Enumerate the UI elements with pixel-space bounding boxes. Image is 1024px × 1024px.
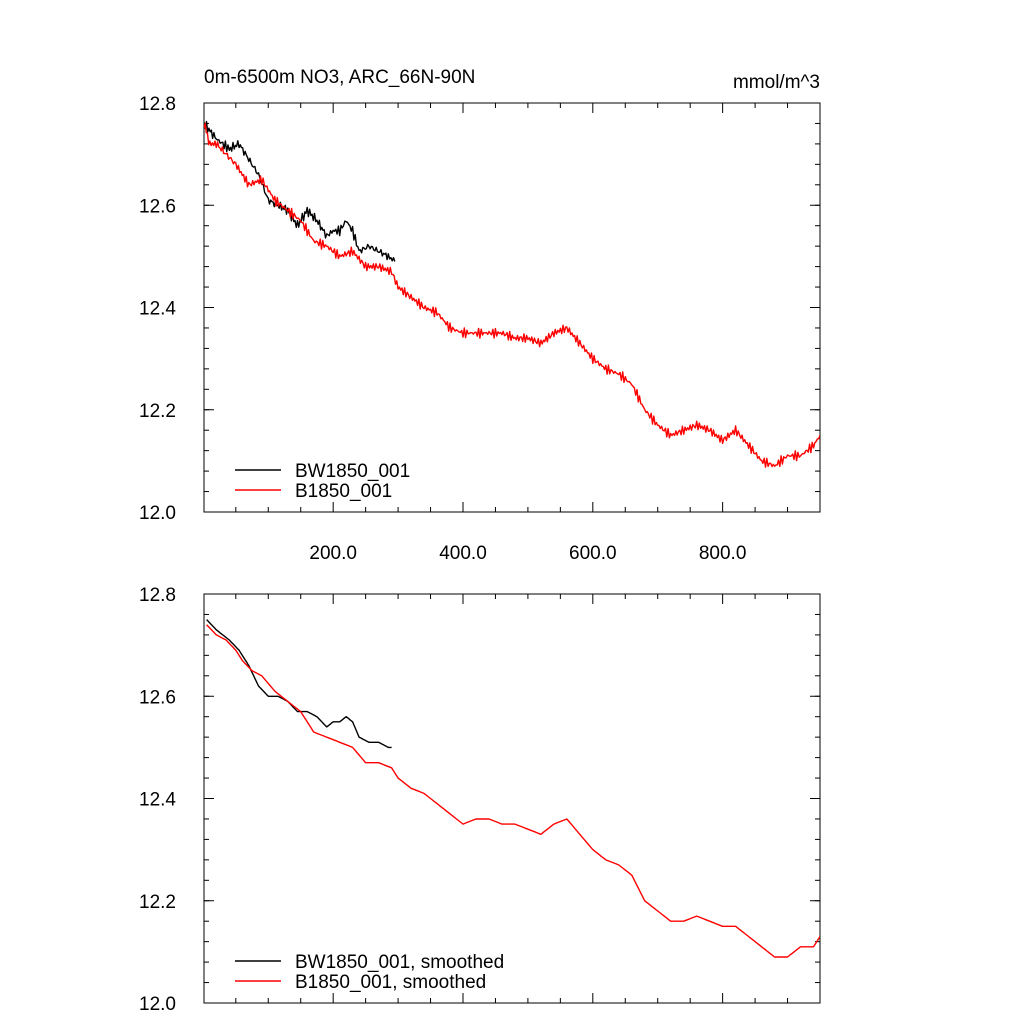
series-line-bw1850: [204, 120, 396, 262]
legend-label: B1850_001, smoothed: [295, 972, 486, 993]
plot-frame: [203, 593, 821, 1004]
series-line-b1850: [206, 624, 820, 958]
y-tick-label: 12.2: [139, 401, 176, 422]
x-tick-label: 200.0: [309, 543, 357, 564]
legend-label: B1850_001: [295, 481, 392, 502]
y-tick-label: 12.0: [139, 994, 176, 1015]
chart-title: 0m-6500m NO3, ARC_66N-90N: [204, 67, 475, 88]
series-line-bw1850: [206, 619, 392, 749]
units-label: mmol/m^3: [733, 72, 820, 93]
legend-label: BW1850_001, smoothed: [295, 952, 504, 973]
top-panel: 12.0 12.2 12.4 12.6 12.8 200.0 400.0 600.0 800.0…: [139, 67, 821, 564]
y-tick-label: 12.6: [139, 687, 176, 708]
plot-frame: [203, 102, 821, 513]
y-tick-label: 12.2: [139, 892, 176, 913]
y-tick-label: 12.6: [139, 196, 176, 217]
y-tick-label: 12.8: [139, 585, 176, 606]
bottom-panel: 12.0 12.2 12.4 12.6 12.8 BW1850_001, smoothed…: [139, 585, 821, 1015]
y-tick-label: 12.0: [139, 503, 176, 524]
x-tick-label: 800.0: [699, 543, 747, 564]
y-tick-label: 12.4: [139, 790, 176, 811]
x-tick-label: 400.0: [439, 543, 487, 564]
y-tick-label: 12.4: [139, 299, 176, 320]
legend-label: BW1850_001: [295, 461, 410, 482]
series-line-b1850: [204, 122, 820, 468]
x-tick-label: 600.0: [569, 543, 617, 564]
y-tick-label: 12.8: [139, 94, 176, 115]
